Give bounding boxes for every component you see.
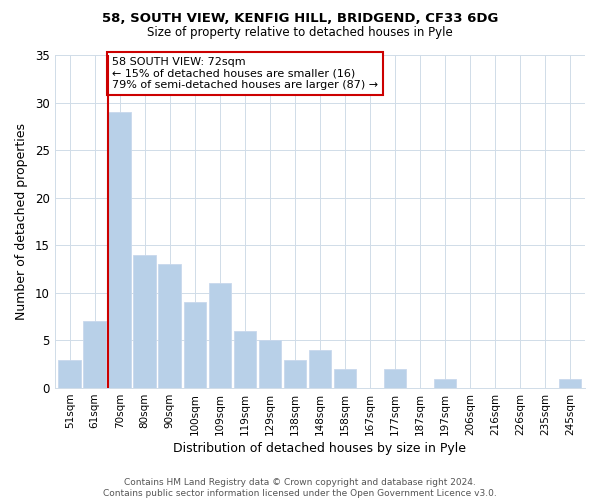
- Text: 58 SOUTH VIEW: 72sqm
← 15% of detached houses are smaller (16)
79% of semi-detac: 58 SOUTH VIEW: 72sqm ← 15% of detached h…: [112, 57, 379, 90]
- Bar: [559, 378, 581, 388]
- Y-axis label: Number of detached properties: Number of detached properties: [15, 123, 28, 320]
- Text: Contains HM Land Registry data © Crown copyright and database right 2024.
Contai: Contains HM Land Registry data © Crown c…: [103, 478, 497, 498]
- Bar: [434, 378, 456, 388]
- Bar: [83, 322, 106, 388]
- X-axis label: Distribution of detached houses by size in Pyle: Distribution of detached houses by size …: [173, 442, 466, 455]
- Bar: [383, 369, 406, 388]
- Bar: [109, 112, 131, 388]
- Bar: [334, 369, 356, 388]
- Bar: [259, 340, 281, 388]
- Bar: [133, 255, 156, 388]
- Bar: [233, 331, 256, 388]
- Bar: [58, 360, 81, 388]
- Bar: [284, 360, 306, 388]
- Bar: [308, 350, 331, 388]
- Text: Size of property relative to detached houses in Pyle: Size of property relative to detached ho…: [147, 26, 453, 39]
- Text: 58, SOUTH VIEW, KENFIG HILL, BRIDGEND, CF33 6DG: 58, SOUTH VIEW, KENFIG HILL, BRIDGEND, C…: [102, 12, 498, 26]
- Bar: [158, 264, 181, 388]
- Bar: [184, 302, 206, 388]
- Bar: [209, 284, 231, 388]
